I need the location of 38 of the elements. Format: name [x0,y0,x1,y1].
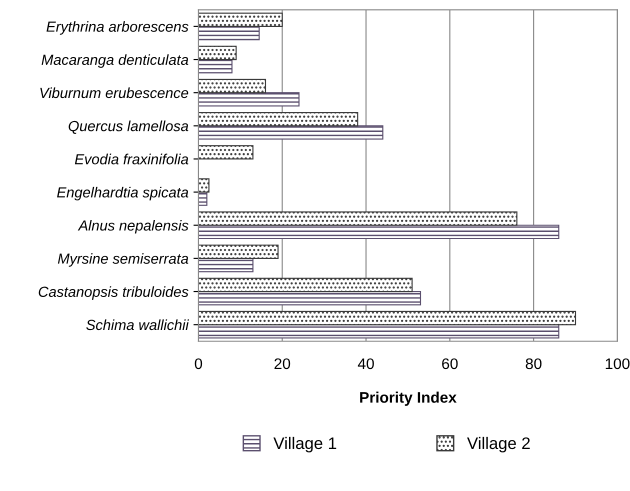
bar [198,12,283,27]
bar [198,224,560,240]
y-tick-label: Viburnum erubescence [40,87,188,98]
x-tick-label: 100 [606,358,630,370]
y-tick-label: Engelhardtia spicata [57,186,188,200]
bar [198,46,237,60]
x-tick-label: 0 [194,358,202,370]
y-tick-label: Castanopsis tribuloides [38,286,188,300]
x-tick-label: 60 [442,358,458,370]
bar [198,192,208,206]
bar [198,178,210,193]
y-tick-label: Schima wallichii [86,319,190,330]
y-tick-label: Evodia fraxinifolia [74,154,188,164]
bar [198,125,384,140]
x-tick-label: 20 [274,358,290,370]
bar [198,211,518,226]
bar [198,324,560,338]
bar [198,145,254,160]
bar [198,112,358,126]
legend-label: Village 2 [467,436,530,452]
bar [198,58,233,74]
bar [198,278,413,292]
y-tick-label: Alnus nepalensis [78,220,188,234]
bar [198,244,279,259]
y-tick-label: Quercus lamellosa [68,120,188,134]
bar [198,310,576,326]
x-axis-title: Priority Index [360,392,457,406]
x-tick-label: 80 [526,358,542,370]
bar [198,78,266,94]
bar [198,290,422,306]
bar [198,92,300,106]
bar [198,26,260,40]
y-tick-label: Myrsine semiserrata [58,253,188,267]
x-tick-label: 40 [358,358,374,370]
y-tick-label: Macaranga denticulata [42,54,188,68]
legend-label: Village 1 [273,436,336,452]
bar [198,258,254,272]
y-tick-label: Erythrina arborescens [46,21,188,35]
